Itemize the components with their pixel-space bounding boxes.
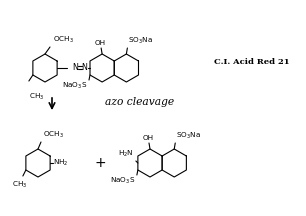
- Text: OH: OH: [95, 40, 106, 46]
- Text: azo cleavage: azo cleavage: [106, 97, 174, 107]
- Text: N: N: [81, 62, 87, 71]
- Text: SO$_3$Na: SO$_3$Na: [176, 131, 201, 141]
- Text: OCH$_3$: OCH$_3$: [43, 130, 64, 140]
- Text: NH$_2$: NH$_2$: [53, 158, 69, 168]
- Text: NaO$_3$S: NaO$_3$S: [110, 176, 135, 186]
- Text: NaO$_3$S: NaO$_3$S: [62, 81, 87, 91]
- Text: OH: OH: [142, 135, 154, 141]
- Text: SO$_3$Na: SO$_3$Na: [129, 36, 153, 46]
- Text: CH$_3$: CH$_3$: [12, 180, 27, 190]
- Text: +: +: [94, 156, 106, 170]
- Text: N: N: [72, 62, 78, 71]
- Text: H$_2$N: H$_2$N: [118, 149, 134, 159]
- Text: CH$_3$: CH$_3$: [29, 92, 44, 102]
- Text: C.I. Acid Red 21: C.I. Acid Red 21: [214, 58, 290, 66]
- Text: OCH$_3$: OCH$_3$: [53, 35, 74, 45]
